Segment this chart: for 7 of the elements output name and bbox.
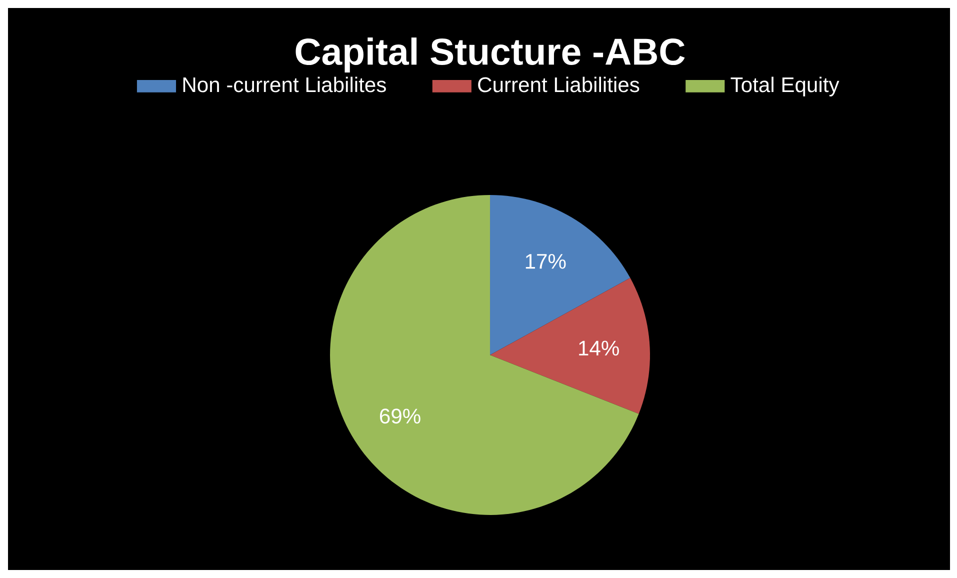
data-label: 14% <box>579 340 619 356</box>
legend-label: Total Equity <box>730 76 840 96</box>
chart-title: Capital Stucture -ABC <box>296 38 685 72</box>
legend-label: Non -current Liabilites <box>183 76 386 92</box>
legend-label: Current Liabilities <box>478 76 640 92</box>
data-label: 69% <box>380 408 420 424</box>
data-label: 17% <box>526 254 566 269</box>
